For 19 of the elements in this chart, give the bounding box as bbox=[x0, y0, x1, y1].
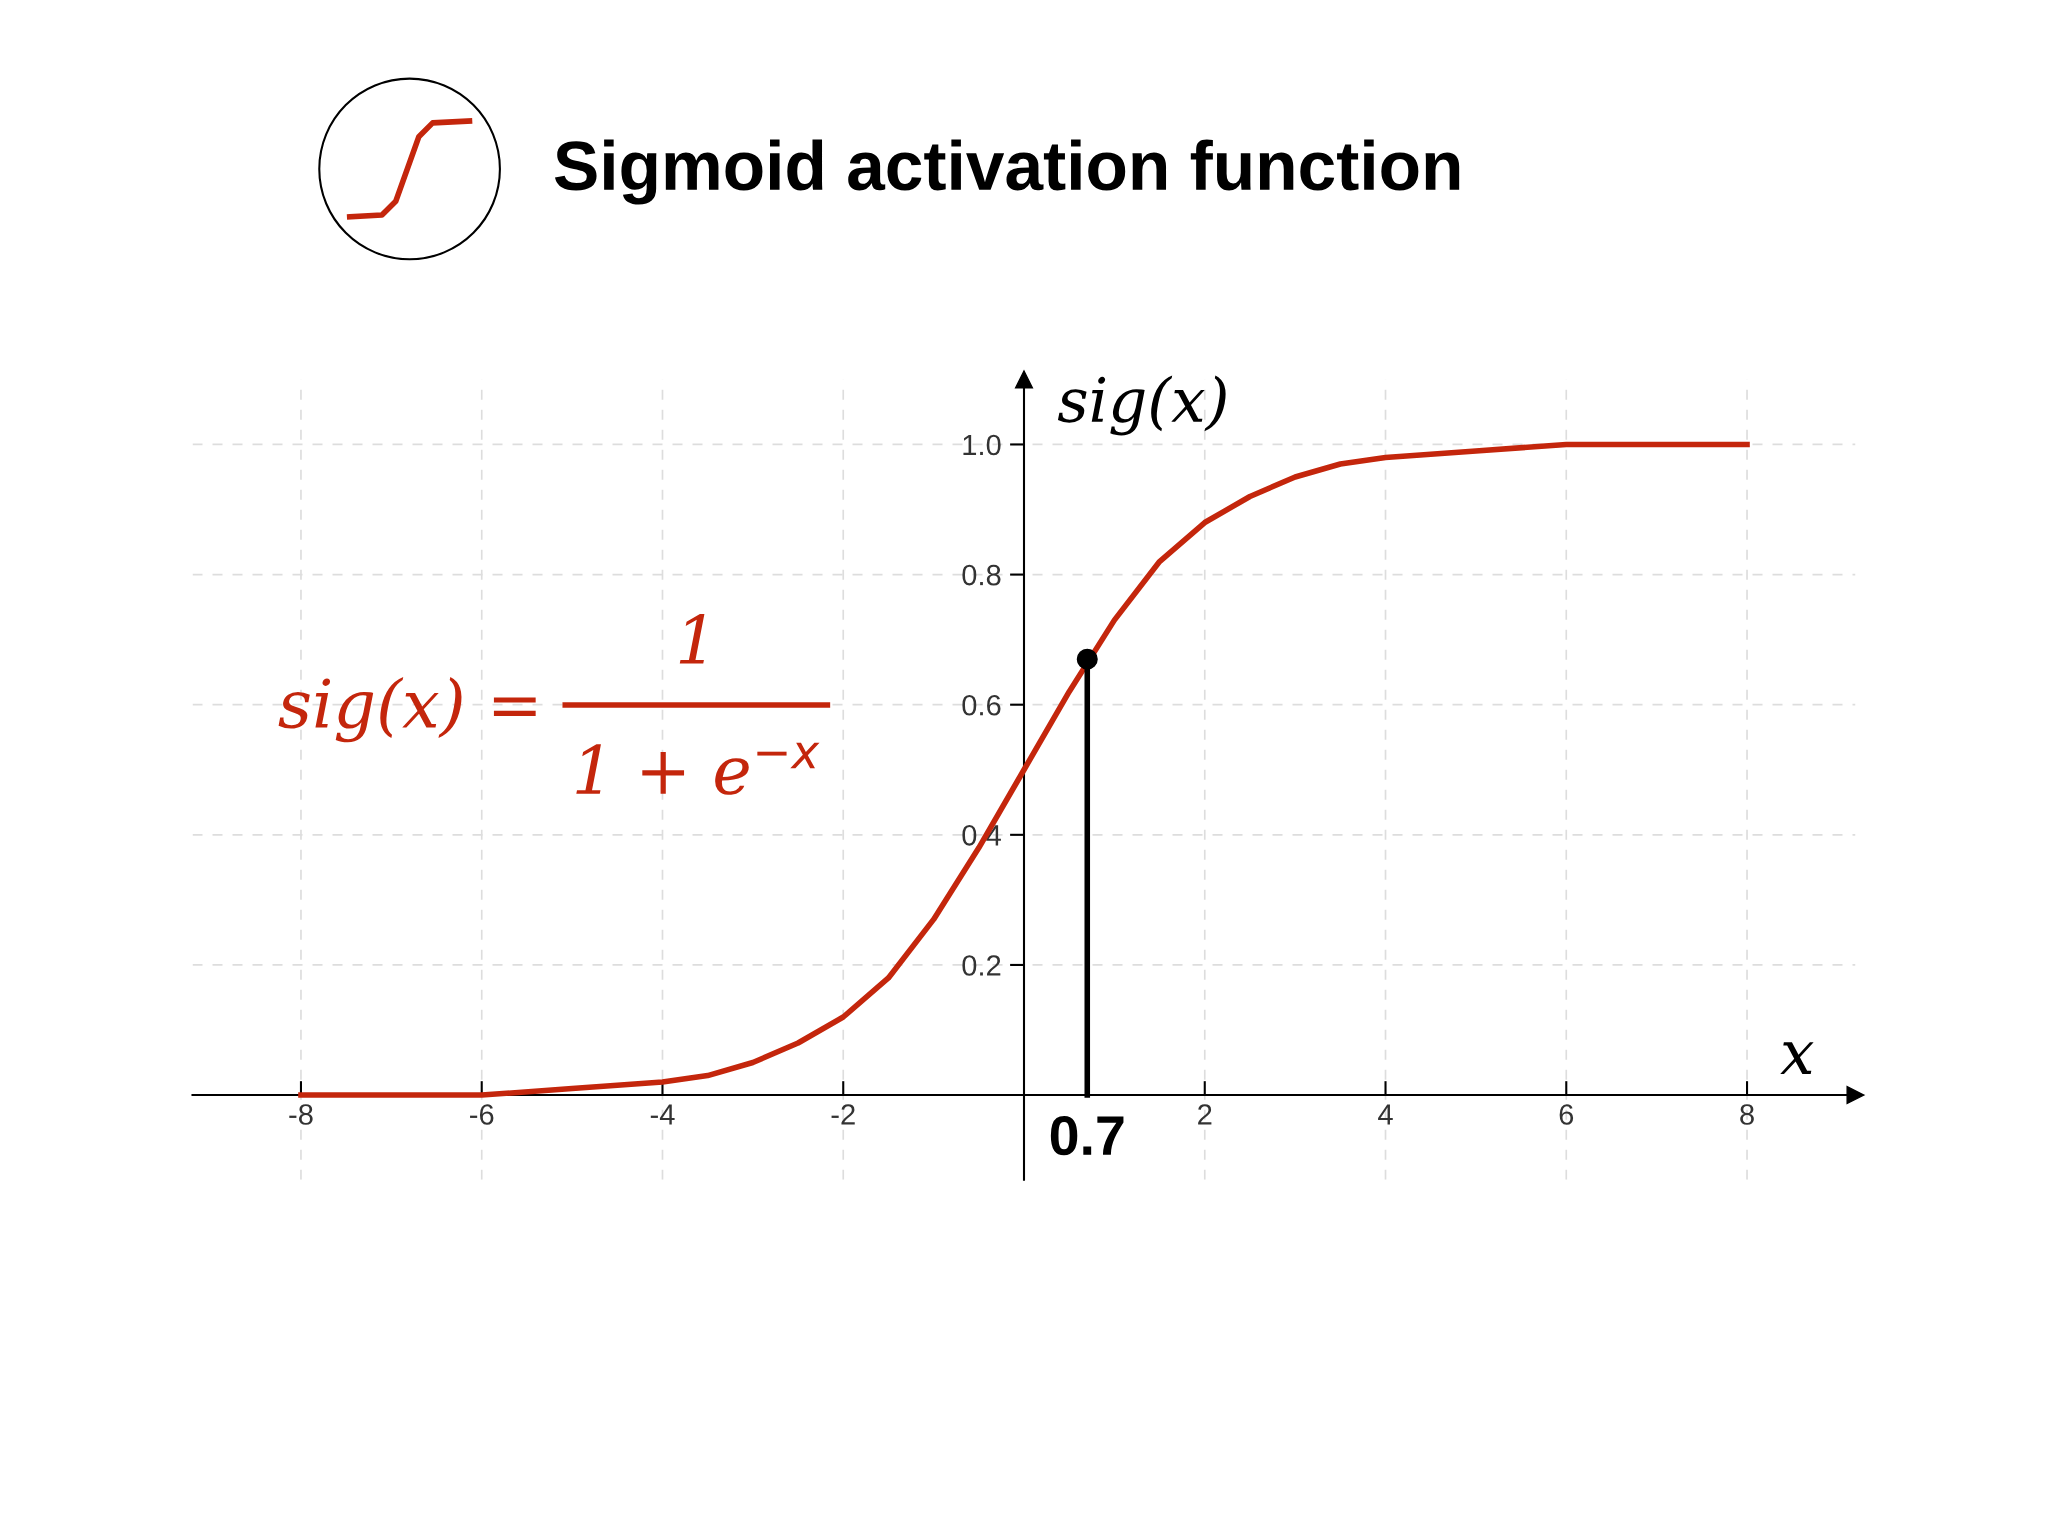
x-tick-label: 8 bbox=[1740, 1104, 1754, 1125]
y-tick-label: 1.0 bbox=[963, 434, 1001, 456]
annotation: 1 + e$^{−x}$ bbox=[576, 742, 820, 795]
x-tick-label: -2 bbox=[831, 1104, 855, 1125]
x-tick-label: 6 bbox=[1559, 1104, 1574, 1125]
x-axis-title: x bbox=[1780, 1042, 1814, 1075]
chart-title: Sigmoid activation function bbox=[554, 139, 1460, 205]
y-tick-label: 0.8 bbox=[962, 564, 1001, 586]
annotation: sig(x) = bbox=[278, 676, 536, 743]
annotation: 1 bbox=[679, 614, 705, 664]
y-tick-label: 0.6 bbox=[962, 694, 1001, 716]
x-tick-label: 2 bbox=[1198, 1104, 1212, 1125]
y-axis-title: sig(x) bbox=[1057, 375, 1226, 436]
y-tick-label: 0.2 bbox=[962, 955, 1001, 976]
x-tick-label: -4 bbox=[650, 1104, 675, 1125]
annotation: 0.7 bbox=[1050, 1115, 1124, 1156]
x-tick-label: 4 bbox=[1378, 1104, 1393, 1125]
x-tick-label: -8 bbox=[289, 1104, 313, 1125]
x-tick-label: -6 bbox=[470, 1104, 494, 1125]
